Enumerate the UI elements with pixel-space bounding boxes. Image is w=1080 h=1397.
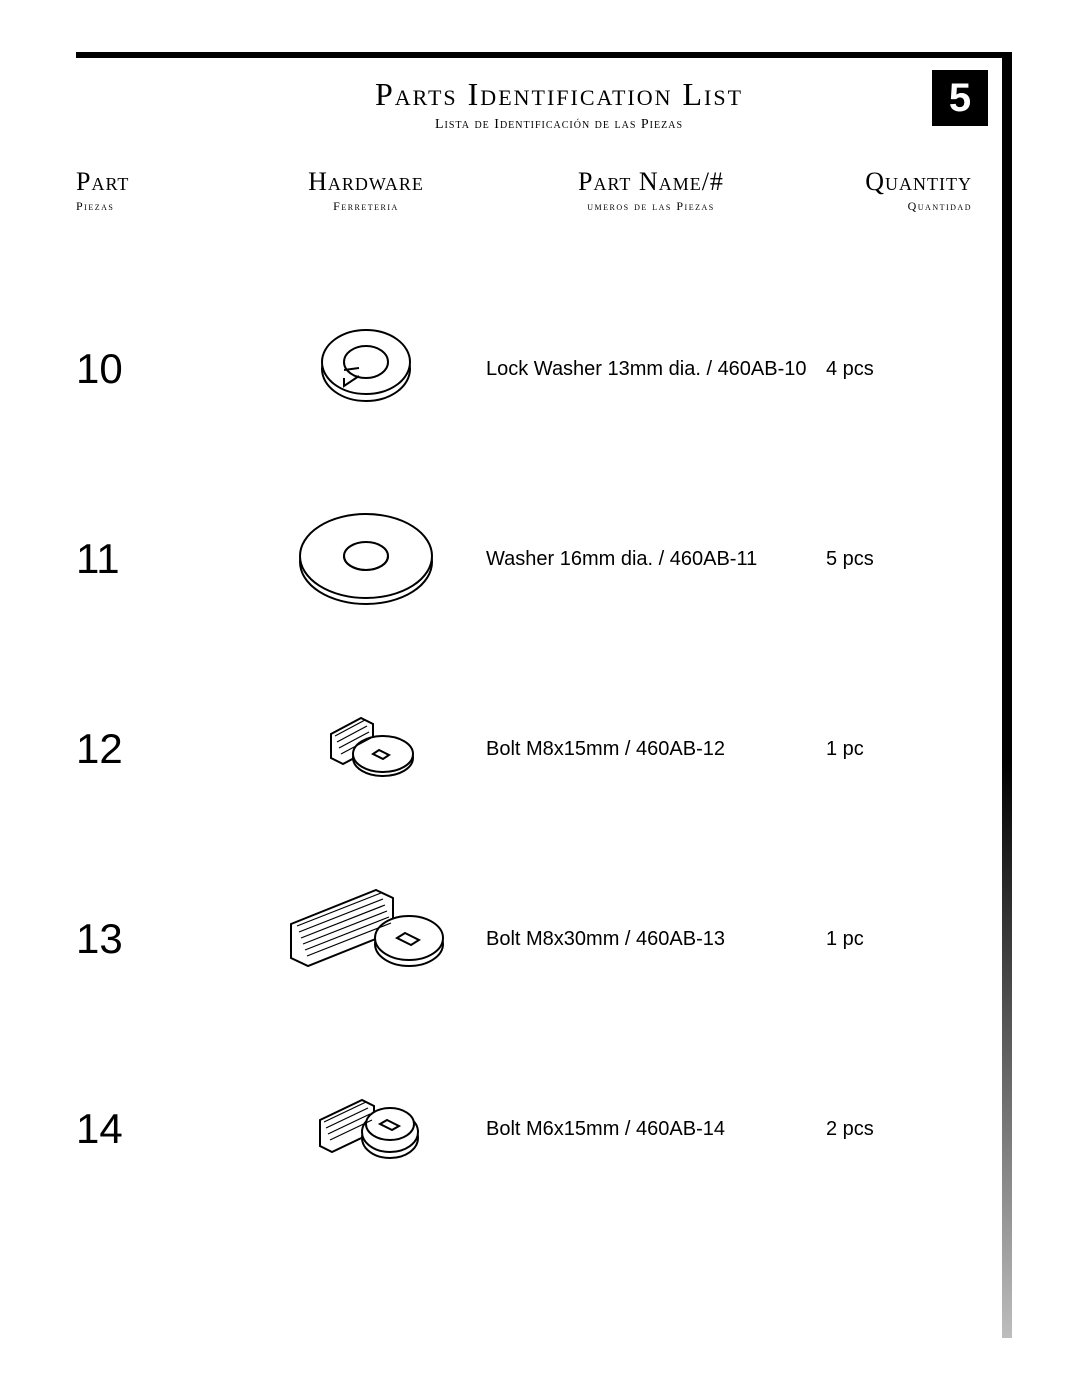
col-header-name-sub: umeros de las Piezas — [486, 199, 816, 214]
part-name: Bolt M8x15mm / 460AB-12 — [486, 738, 816, 761]
col-header-name-label: Part Name/# — [486, 167, 816, 197]
column-headers: Part Piezas Hardware Ferreteria Part Nam… — [76, 167, 1012, 214]
part-quantity: 1 pc — [816, 738, 982, 761]
hardware-image — [246, 884, 486, 994]
col-header-hardware: Hardware Ferreteria — [246, 167, 486, 214]
part-number: 11 — [76, 535, 246, 583]
part-name: Lock Washer 13mm dia. / 460AB-10 — [486, 358, 816, 381]
bolt-long-icon — [281, 884, 451, 994]
lock-washer-icon — [311, 324, 421, 414]
top-rule — [76, 52, 1012, 58]
col-header-hardware-sub: Ferreteria — [246, 199, 486, 214]
part-name: Washer 16mm dia. / 460AB-11 — [486, 548, 816, 571]
part-name: Bolt M8x30mm / 460AB-13 — [486, 928, 816, 951]
col-header-part-sub: Piezas — [76, 199, 246, 214]
part-row: 11 Washer 16mm dia. / 460AB-11 5 pcs — [76, 464, 982, 654]
col-header-name: Part Name/# umeros de las Piezas — [486, 167, 816, 214]
hardware-image — [246, 324, 486, 414]
bolt-small-icon — [306, 1084, 426, 1174]
part-row: 12 Bolt M8x15mm / 460AB-12 1 pc — [76, 654, 982, 844]
col-header-hardware-label: Hardware — [246, 167, 486, 197]
bolt-short-icon — [311, 704, 421, 794]
col-header-part-label: Part — [76, 167, 246, 197]
part-number: 14 — [76, 1105, 246, 1153]
page-number: 5 — [949, 76, 971, 121]
side-gradient-bar — [1002, 58, 1012, 1338]
part-quantity: 4 pcs — [816, 358, 982, 381]
part-name: Bolt M6x15mm / 460AB-14 — [486, 1118, 816, 1141]
col-header-part: Part Piezas — [76, 167, 246, 214]
hardware-image — [246, 504, 486, 614]
page: Parts Identification List Lista de Ident… — [0, 0, 1080, 1397]
part-row: 13 Bolt M8x30mm / 460AB-13 1 pc — [76, 844, 982, 1034]
part-quantity: 2 pcs — [816, 1118, 982, 1141]
part-row: 14 Bolt M6x15mm / 460AB-14 2 pcs — [76, 1034, 982, 1224]
parts-rows: 10 Lock Washer 13mm dia. / 460AB-10 4 pc… — [76, 274, 1012, 1224]
part-number: 13 — [76, 915, 246, 963]
flat-washer-icon — [291, 504, 441, 614]
part-quantity: 1 pc — [816, 928, 982, 951]
page-subtitle: Lista de Identificación de las Piezas — [375, 117, 743, 133]
part-number: 10 — [76, 345, 246, 393]
hardware-image — [246, 704, 486, 794]
col-header-qty-sub: Quantidad — [816, 199, 972, 214]
part-quantity: 5 pcs — [816, 548, 982, 571]
col-header-qty: Quantity Quantidad — [816, 167, 982, 214]
part-number: 12 — [76, 725, 246, 773]
col-header-qty-label: Quantity — [816, 167, 972, 197]
header: Parts Identification List Lista de Ident… — [76, 76, 1012, 133]
hardware-image — [246, 1084, 486, 1174]
part-row: 10 Lock Washer 13mm dia. / 460AB-10 4 pc… — [76, 274, 982, 464]
title-block: Parts Identification List Lista de Ident… — [375, 76, 743, 133]
page-number-box: 5 — [932, 70, 988, 126]
page-title: Parts Identification List — [375, 76, 743, 113]
